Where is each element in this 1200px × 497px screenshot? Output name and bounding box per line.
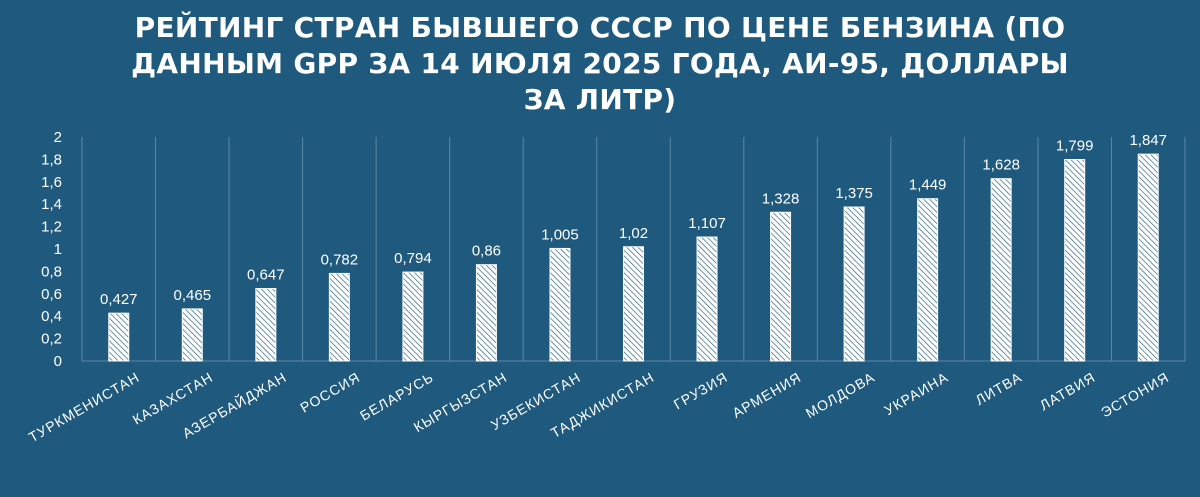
data-label: 1,005 [541, 226, 579, 243]
data-label: 0,86 [472, 243, 501, 260]
bar [843, 206, 865, 362]
data-label: 1,328 [762, 190, 800, 207]
data-label: 0,465 [174, 287, 212, 304]
bar [917, 198, 939, 362]
y-tick-label: 0,2 [41, 331, 62, 348]
data-label: 1,628 [982, 157, 1020, 174]
bar [475, 264, 497, 362]
data-label: 1,847 [1129, 132, 1167, 149]
bar [402, 271, 424, 362]
y-tick-label: 0,4 [41, 308, 62, 325]
data-label: 0,427 [100, 291, 138, 308]
y-axis: 0 0,2 0,4 0,6 0,8 1 1,2 1,4 1,6 1,8 2 [41, 129, 62, 370]
category-label: ЛАТВИЯ [1037, 369, 1098, 414]
y-tick-label: 2 [54, 129, 62, 146]
bar [108, 312, 130, 362]
data-labels: 0,427 0,465 0,647 0,782 0,794 0,86 1,005 1,02 1,… [100, 132, 1167, 308]
y-tick-label: 1,4 [41, 196, 62, 213]
data-label: 0,782 [321, 251, 359, 268]
category-label: РОССИЯ [297, 369, 362, 416]
bar [623, 246, 644, 362]
chart-title: РЕЙТИНГ СТРАН БЫВШЕГО СССР ПО ЦЕНЕ БЕНЗИ… [131, 11, 1069, 116]
bar [255, 288, 277, 362]
category-label: ТУРКМЕНИСТАН [26, 369, 143, 446]
data-label: 1,02 [619, 225, 648, 242]
data-label: 1,449 [909, 177, 947, 194]
bar [990, 178, 1012, 362]
bar [1137, 153, 1159, 362]
data-label: 0,647 [247, 267, 285, 284]
bar [181, 308, 203, 362]
bars [108, 153, 1159, 362]
bar [770, 211, 792, 362]
y-tick-label: 1 [54, 241, 62, 258]
y-tick-label: 0,6 [41, 286, 62, 303]
bar [696, 236, 718, 362]
grid-lines [81, 137, 1186, 362]
y-tick-label: 1,6 [41, 174, 62, 191]
y-tick-label: 1,2 [41, 219, 62, 236]
category-label: ЭСТОНИЯ [1098, 369, 1172, 421]
category-label: МОЛДОВА [803, 369, 878, 421]
data-label: 1,107 [688, 215, 726, 232]
data-label: 1,799 [1056, 138, 1094, 155]
data-label: 1,375 [835, 185, 873, 202]
bar [328, 272, 350, 362]
category-label: УКРАИНА [881, 369, 951, 419]
category-label: ГРУЗИЯ [671, 369, 731, 413]
y-tick-label: 1,8 [41, 151, 62, 168]
bar [1064, 159, 1086, 362]
category-label: АРМЕНИЯ [730, 369, 805, 421]
y-tick-label: 0,8 [41, 263, 62, 280]
data-label: 0,794 [394, 250, 432, 267]
bar [549, 247, 571, 362]
category-label: ЛИТВА [972, 369, 1024, 408]
y-tick-label: 0 [54, 353, 62, 370]
